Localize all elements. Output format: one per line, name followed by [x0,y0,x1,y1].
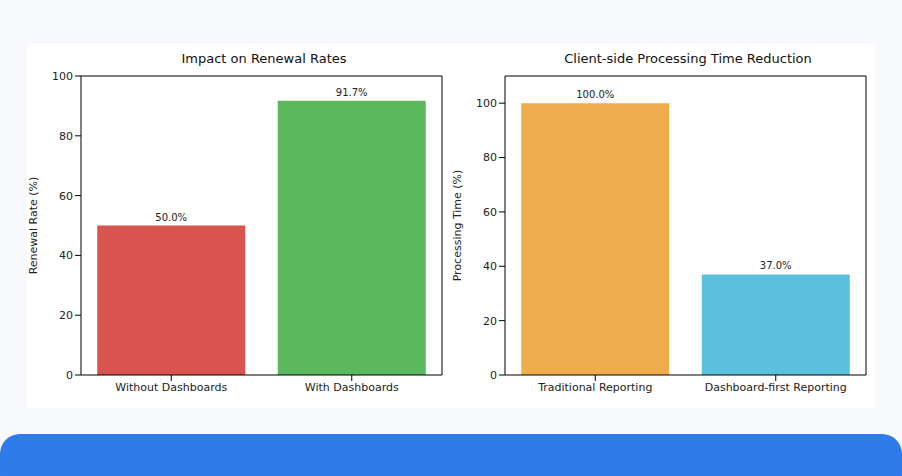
svg-text:40: 40 [59,249,73,262]
svg-text:With Dashboards: With Dashboards [305,381,399,394]
svg-text:0: 0 [490,369,497,382]
svg-text:100: 100 [476,97,497,110]
svg-text:60: 60 [59,190,73,203]
svg-text:100.0%: 100.0% [576,89,614,100]
svg-text:40: 40 [483,260,497,273]
svg-text:Renewal Rate (%): Renewal Rate (%) [27,177,40,275]
svg-text:20: 20 [59,309,73,322]
svg-text:20: 20 [483,315,497,328]
svg-text:Dashboard-first Reporting: Dashboard-first Reporting [705,381,847,394]
html-text:Client-side Processing Time Re: Client-side Processing Time Reduction [564,51,812,66]
svg-text:50.0%: 50.0% [155,212,187,223]
html-text:Impact on Renewal Rates: Impact on Renewal Rates [181,51,347,66]
svg-text:91.7%: 91.7% [336,87,368,98]
svg-text:100: 100 [52,70,73,83]
svg-text:80: 80 [483,151,497,164]
svg-text:60: 60 [483,206,497,219]
svg-text:Traditional Reporting: Traditional Reporting [537,381,652,394]
svg-text:Processing Time (%): Processing Time (%) [451,170,464,282]
svg-text:Without Dashboards: Without Dashboards [115,381,227,394]
svg-text:37.0%: 37.0% [760,260,792,271]
svg-text:0: 0 [66,369,73,382]
svg-text:80: 80 [59,130,73,143]
